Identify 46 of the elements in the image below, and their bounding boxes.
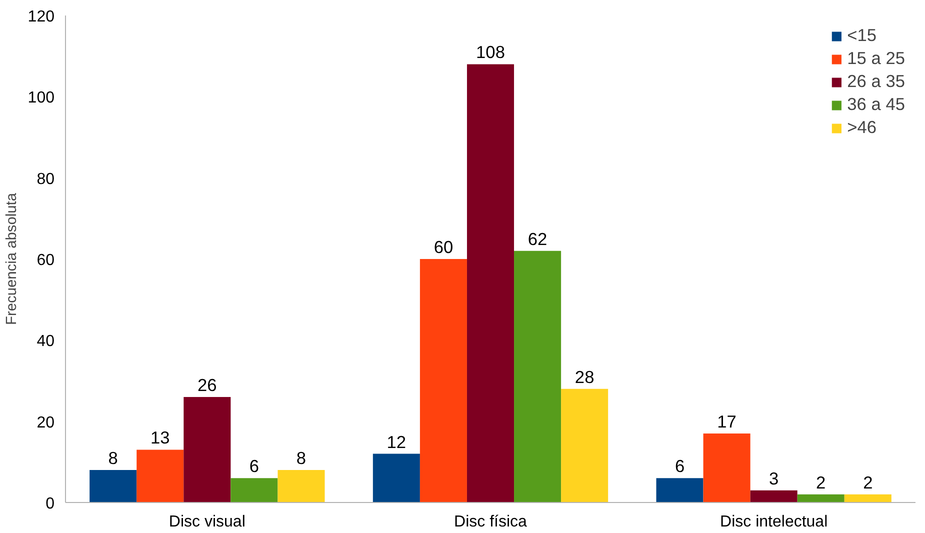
- y-tick-label: 100: [28, 90, 55, 107]
- bar: [184, 396, 231, 502]
- legend-label: 26 a 35: [847, 71, 905, 92]
- y-tick-label: 80: [36, 170, 55, 188]
- data-label: 12: [386, 432, 406, 452]
- data-label: 2: [863, 472, 873, 492]
- x-tick-label: Disc visual: [168, 514, 246, 530]
- data-label: 8: [296, 448, 306, 468]
- y-tick-label: 40: [36, 333, 55, 350]
- legend-label: >46: [847, 117, 877, 138]
- y-axis-title: Frecuencia absoluta: [4, 192, 20, 325]
- bar: [230, 478, 278, 502]
- data-label: 8: [108, 448, 118, 468]
- bar: [420, 259, 467, 502]
- x-tick-label: Disc intelectual: [720, 514, 828, 530]
- data-label: 108: [476, 42, 505, 62]
- data-label: 6: [249, 456, 260, 476]
- bar: [372, 454, 420, 502]
- y-tick-label: 20: [36, 414, 55, 432]
- bar: [561, 388, 608, 502]
- data-label: 62: [528, 228, 548, 249]
- bar: [466, 64, 514, 502]
- data-label: 60: [434, 237, 454, 257]
- y-tick-label: 60: [36, 252, 55, 269]
- bar: [656, 478, 704, 502]
- data-label: 13: [150, 428, 170, 448]
- data-label: 28: [574, 366, 594, 387]
- data-label: 6: [674, 456, 685, 476]
- data-label: 17: [717, 412, 736, 432]
- bar: [844, 494, 892, 502]
- y-tick-label: 120: [28, 8, 55, 26]
- bar: [703, 434, 750, 502]
- legend-label: <15: [847, 25, 877, 46]
- bar: [514, 250, 562, 502]
- bar: [136, 450, 184, 502]
- legend-label: 15 a 25: [847, 48, 905, 69]
- data-label: 26: [198, 374, 217, 395]
- bar: [278, 470, 325, 502]
- data-label: 3: [769, 468, 779, 488]
- legend-label: 36 a 45: [847, 94, 905, 115]
- bar: [750, 490, 798, 502]
- x-tick-label: Disc física: [454, 514, 528, 530]
- bar: [90, 470, 137, 502]
- data-label: 2: [816, 472, 826, 492]
- bar: [797, 494, 844, 502]
- y-tick-label: 0: [46, 496, 55, 512]
